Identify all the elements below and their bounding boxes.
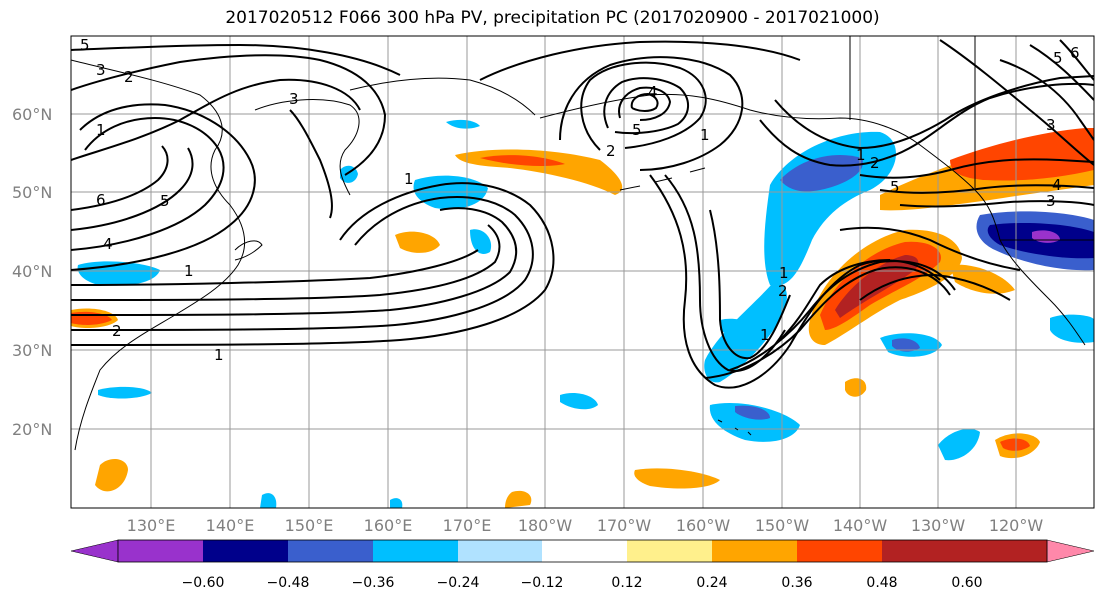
lon-label: 160°W	[676, 516, 731, 535]
contour-label: 6	[1070, 44, 1080, 62]
lon-label: 150°E	[285, 516, 334, 535]
contour-label: 1	[214, 346, 224, 364]
contour-label: 3	[289, 90, 299, 108]
lat-lon-grid	[71, 36, 1094, 508]
lon-label: 160°E	[364, 516, 413, 535]
contour-label: 2	[606, 142, 616, 160]
lon-label: 140°E	[206, 516, 255, 535]
colorbar-tick: −0.12	[521, 575, 564, 591]
colorbar-tick: 0.48	[866, 575, 897, 591]
lon-label: 120°W	[989, 516, 1044, 535]
colorbar: −0.60 −0.48 −0.36 −0.24 −0.12 0.12 0.24 …	[70, 539, 1095, 591]
contour-labels: 5 3 2 1 6 5 4 1 2 3 1 1 4 5 2 1 5 1 2 5 …	[80, 36, 1080, 364]
contour-label: 4	[103, 235, 113, 253]
colorbar-bin	[882, 540, 1047, 562]
map-border	[70, 35, 1095, 509]
colorbar-bin	[118, 540, 203, 562]
contour-label: 1	[760, 326, 770, 344]
coastlines	[71, 36, 1094, 451]
colorbar-bin	[203, 540, 288, 562]
lat-label: 20°N	[12, 420, 52, 439]
colorbar-bin	[373, 540, 458, 562]
contour-label: 3	[1046, 192, 1056, 210]
latitude-labels: 60°N 50°N 40°N 30°N 20°N	[12, 105, 52, 439]
lon-label: 140°W	[833, 516, 888, 535]
colorbar-bin	[627, 540, 712, 562]
contour-label: 5	[160, 192, 170, 210]
contour-label: 2	[124, 68, 134, 86]
colorbar-tick: 0.60	[951, 575, 982, 591]
map-title: 2017020512 F066 300 hPa PV, precipitatio…	[225, 8, 880, 28]
colorbar-tick: −0.48	[267, 575, 310, 591]
lat-label: 30°N	[12, 341, 52, 360]
contour-label: 1	[404, 170, 414, 188]
precip-anomaly-shading	[71, 119, 1094, 508]
contour-label: 1	[184, 262, 194, 280]
contour-label: 5	[80, 36, 90, 54]
lon-label: 170°E	[443, 516, 492, 535]
contour-label: 1	[96, 121, 106, 139]
contour-label: 2	[778, 282, 788, 300]
colorbar-right-arrow	[1046, 539, 1095, 563]
colorbar-tick: −0.24	[437, 575, 480, 591]
contour-label: 2	[112, 322, 122, 340]
colorbar-left-arrow	[70, 539, 119, 563]
contour-label: 5	[1053, 49, 1063, 67]
contour-label: 5	[890, 178, 900, 196]
contour-label: 6	[96, 191, 106, 209]
contour-label: 4	[648, 83, 658, 101]
lon-label: 170°W	[597, 516, 652, 535]
lon-label: 150°W	[755, 516, 810, 535]
lat-label: 40°N	[12, 262, 52, 281]
lat-label: 60°N	[12, 105, 52, 124]
contour-label: 3	[96, 61, 106, 79]
colorbar-tick: 0.24	[696, 575, 727, 591]
contour-label: 5	[632, 121, 642, 139]
lat-label: 50°N	[12, 183, 52, 202]
lon-label: 130°E	[127, 516, 176, 535]
contour-label: 4	[1052, 176, 1062, 194]
contour-label: 1	[856, 146, 866, 164]
colorbar-bin	[288, 540, 373, 562]
lon-label: 130°W	[911, 516, 966, 535]
colorbar-tick: −0.60	[182, 575, 225, 591]
pv-contours	[71, 39, 1094, 389]
colorbar-tick: 0.36	[781, 575, 812, 591]
lon-label: 180°W	[518, 516, 573, 535]
colorbar-bin	[458, 540, 542, 562]
colorbar-tick: −0.36	[352, 575, 395, 591]
colorbar-bin	[712, 540, 797, 562]
colorbar-bin	[797, 540, 882, 562]
contour-label: 1	[700, 126, 710, 144]
contour-label: 1	[779, 264, 789, 282]
longitude-labels: 130°E 140°E 150°E 160°E 170°E 180°W 170°…	[127, 516, 1044, 535]
contour-label: 3	[1046, 116, 1056, 134]
contour-label: 2	[870, 154, 880, 172]
colorbar-outline	[117, 539, 1048, 563]
colorbar-bin	[542, 540, 627, 562]
colorbar-tick: 0.12	[611, 575, 642, 591]
